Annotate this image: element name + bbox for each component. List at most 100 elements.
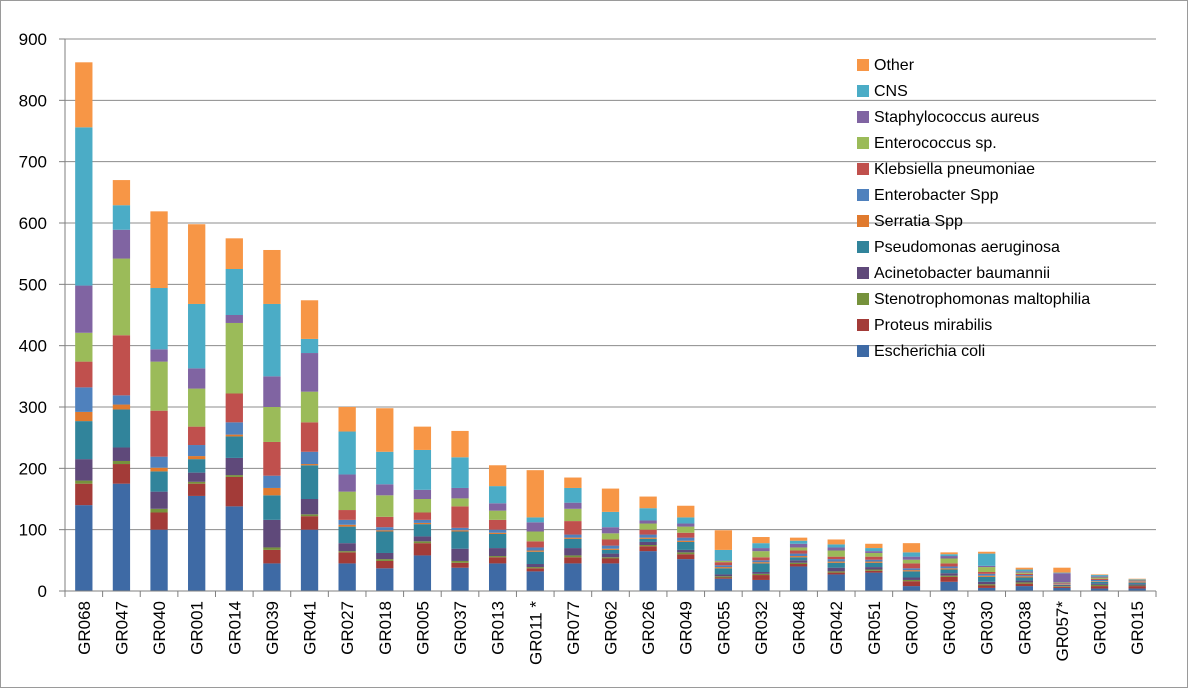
bar-segment xyxy=(714,560,733,563)
legend-label: Other xyxy=(874,57,915,74)
bar-segment xyxy=(639,523,657,530)
x-tick-label: GR030 xyxy=(978,601,997,655)
bar-segment xyxy=(263,495,281,520)
bar-segment xyxy=(1015,576,1033,578)
bar-segment xyxy=(865,561,883,563)
bar-segment xyxy=(601,527,620,534)
legend-label: Acinetobacter baumannii xyxy=(874,265,1050,282)
bar-segment xyxy=(1128,581,1146,583)
bar-segment xyxy=(677,549,695,553)
bar-segment xyxy=(1090,579,1109,582)
legend-entry: Other xyxy=(857,57,915,74)
bar-segment xyxy=(1090,575,1109,577)
x-tick-label: GR038 xyxy=(1015,601,1034,655)
bar-segment xyxy=(827,567,845,572)
bar-segment xyxy=(1015,575,1033,577)
bar-segment xyxy=(639,508,657,521)
bar-segment xyxy=(300,451,319,465)
bar-segment xyxy=(451,530,469,532)
bar-segment xyxy=(564,548,582,556)
bar-segment xyxy=(300,300,319,339)
bar-segment xyxy=(188,445,206,457)
bar-segment xyxy=(413,519,432,523)
x-tick-label: GR011 * xyxy=(526,601,545,665)
bar-segment xyxy=(1128,581,1146,582)
bar-segment xyxy=(225,269,243,315)
bar-segment xyxy=(225,436,243,458)
bar-segment xyxy=(752,548,770,552)
bar-segment xyxy=(789,537,808,541)
bar-segment xyxy=(112,447,131,461)
bar-segment xyxy=(338,407,356,432)
bar-segment xyxy=(752,579,770,591)
bar-segment xyxy=(639,534,657,538)
bar-segment xyxy=(150,211,168,289)
bar-segment xyxy=(1053,572,1071,574)
bar-segment xyxy=(752,537,770,544)
bar-segment xyxy=(263,407,281,442)
bar-segment xyxy=(225,393,243,423)
bar-segment xyxy=(902,577,921,580)
y-tick-label: 800 xyxy=(19,91,47,110)
bar-segment xyxy=(1128,582,1146,584)
bar-segment xyxy=(1053,585,1071,587)
bar-segment xyxy=(1128,585,1146,587)
bar-segment xyxy=(865,569,883,571)
bar-segment xyxy=(1053,567,1071,573)
bar-segment xyxy=(376,530,394,532)
bar-segment xyxy=(338,519,356,525)
bar-segment xyxy=(112,205,131,230)
bar-segment xyxy=(1053,583,1071,584)
bar-segment xyxy=(451,498,469,507)
bar-segment xyxy=(865,552,883,557)
bar-segment xyxy=(1090,577,1109,579)
bar-segment xyxy=(902,581,921,587)
bar-segment xyxy=(338,510,356,520)
bar-segment xyxy=(150,471,168,492)
bar-segment xyxy=(451,531,469,549)
bar-segment xyxy=(677,540,695,542)
bar-segment xyxy=(1015,567,1033,570)
bar-stack xyxy=(1015,567,1033,591)
bar-segment xyxy=(940,554,958,557)
bar-segment xyxy=(263,376,281,407)
bar-segment xyxy=(376,552,394,560)
bar-segment xyxy=(1128,579,1146,581)
bar-segment xyxy=(413,543,432,556)
bar-segment xyxy=(263,475,281,488)
axes xyxy=(64,39,1156,592)
x-tick-label: GR007 xyxy=(902,601,921,655)
bar-segment xyxy=(827,572,845,575)
bar-segment xyxy=(1090,574,1109,576)
bar-segment xyxy=(827,544,845,548)
x-tick-label: GR040 xyxy=(150,601,169,655)
bar-stack xyxy=(714,530,733,591)
bar-segment xyxy=(488,532,507,534)
bar-segment xyxy=(714,576,733,578)
bar-segment xyxy=(1090,578,1109,580)
bar-segment xyxy=(150,456,168,468)
legend-label: Escherichia coli xyxy=(874,343,985,360)
bar-segment xyxy=(1090,581,1109,584)
bar-segment xyxy=(940,568,958,570)
legend-swatch xyxy=(857,59,869,71)
bar-segment xyxy=(376,527,394,531)
legend-swatch xyxy=(857,85,869,97)
bar-segment xyxy=(714,577,733,579)
bar-segment xyxy=(1053,573,1071,583)
bar-segment xyxy=(677,541,695,550)
bar-stack xyxy=(639,496,657,591)
bar-segment xyxy=(752,551,770,558)
x-tick-label: GR005 xyxy=(413,601,432,655)
bar-segment xyxy=(1015,586,1033,591)
bar-segment xyxy=(150,467,168,472)
bar-segment xyxy=(752,543,770,549)
bar-segment xyxy=(150,508,168,513)
legend-entry: Staphylococcus aureus xyxy=(857,109,1039,126)
bar-segment xyxy=(413,536,432,542)
bar-segment xyxy=(601,539,620,546)
bar-stack xyxy=(677,505,695,591)
bar-segment xyxy=(1090,588,1109,591)
bar-segment xyxy=(263,441,281,476)
bar-stack xyxy=(827,539,845,591)
